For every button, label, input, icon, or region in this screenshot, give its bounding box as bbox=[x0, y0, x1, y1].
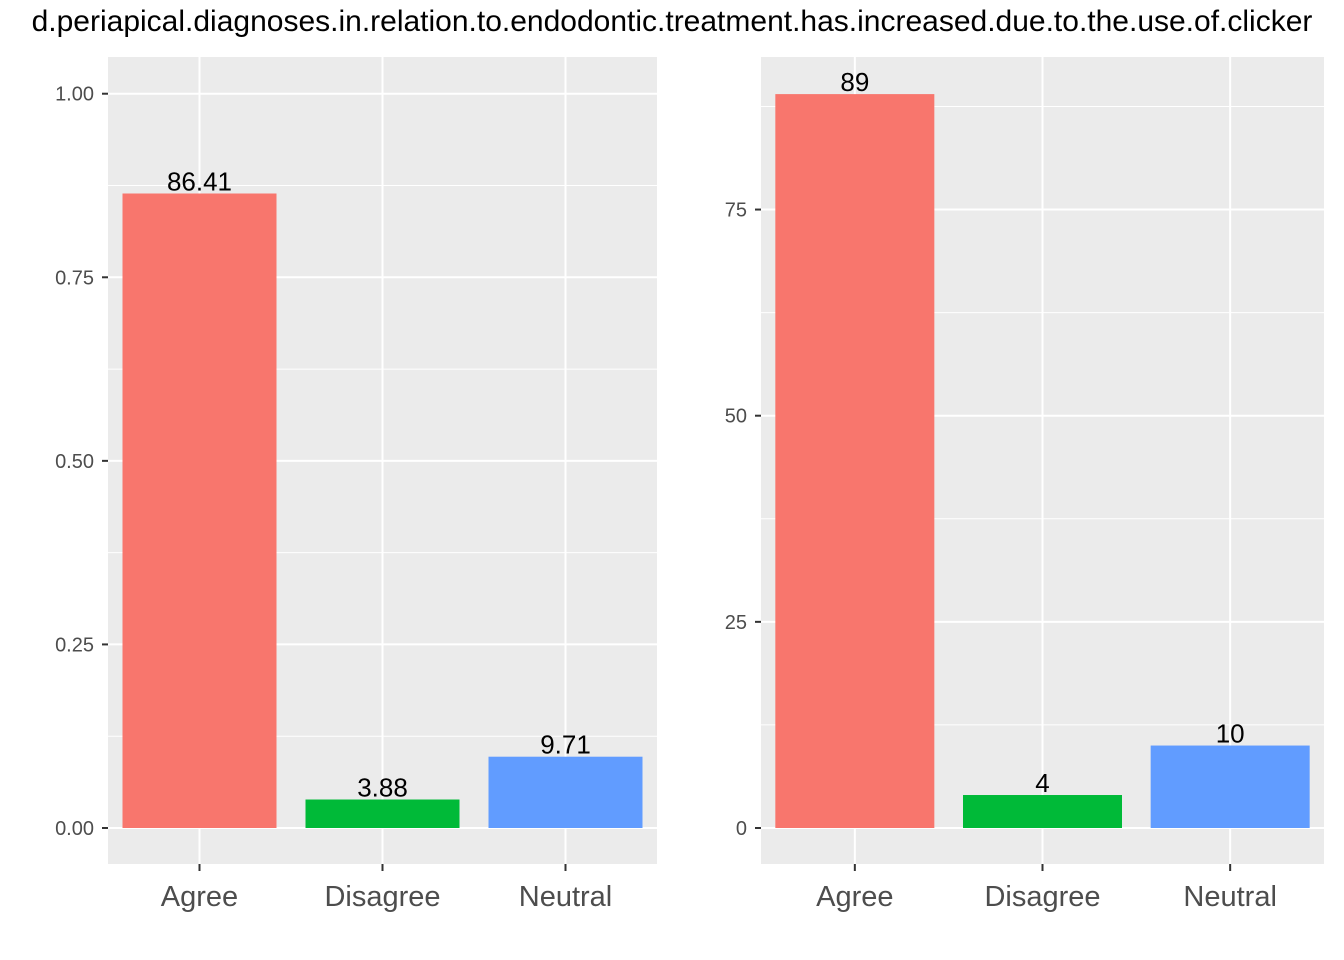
chart-title: d.periapical.diagnoses.in.relation.to.en… bbox=[0, 2, 1344, 42]
panel-2-y-tick-label: 75 bbox=[725, 200, 747, 222]
panel-1-data-label-agree: 86.41 bbox=[167, 167, 232, 197]
panel-2-bar-neutral bbox=[1150, 745, 1310, 828]
panel-2-data-label-neutral: 10 bbox=[1216, 719, 1245, 749]
panel-1-y-tick-label: 1.00 bbox=[55, 84, 94, 106]
panel-1-bar-disagree bbox=[305, 799, 460, 828]
panel-2-x-tick-label-neutral: Neutral bbox=[1183, 881, 1277, 913]
panel-2-data-label-disagree: 4 bbox=[1035, 768, 1049, 798]
panel-2-x-tick-label-disagree: Disagree bbox=[984, 881, 1100, 913]
chart-title-text: d.periapical.diagnoses.in.relation.to.en… bbox=[31, 5, 1313, 38]
panel-2-bar-agree bbox=[775, 94, 935, 829]
panel-2-bar-disagree bbox=[963, 795, 1122, 828]
panel-1-y-tick-label: 0.25 bbox=[55, 634, 94, 656]
panel-1-y-tick-label: 0.50 bbox=[55, 451, 94, 473]
panel-1-bar-neutral bbox=[488, 756, 643, 828]
panel-2-y-tick-label: 50 bbox=[725, 406, 747, 428]
panel-2-y-tick-label: 25 bbox=[725, 612, 747, 634]
panel-2-data-label-agree: 89 bbox=[840, 67, 869, 97]
panel-1-x-tick-label-neutral: Neutral bbox=[519, 881, 613, 913]
panel-1-y-tick-label: 0.75 bbox=[55, 267, 94, 289]
panel-2-x-tick-label-agree: Agree bbox=[816, 881, 893, 913]
panel-2-y-tick-label: 0 bbox=[736, 818, 747, 840]
panel-1-data-label-disagree: 3.88 bbox=[357, 773, 408, 803]
panel-1-y-tick-label: 0.00 bbox=[55, 818, 94, 840]
panel-1-x-tick-label-disagree: Disagree bbox=[324, 881, 440, 913]
panel-1-bar-agree bbox=[122, 193, 277, 828]
panel-1-x-tick-label-agree: Agree bbox=[161, 881, 238, 913]
panel-1-data-label-neutral: 9.71 bbox=[540, 730, 591, 760]
